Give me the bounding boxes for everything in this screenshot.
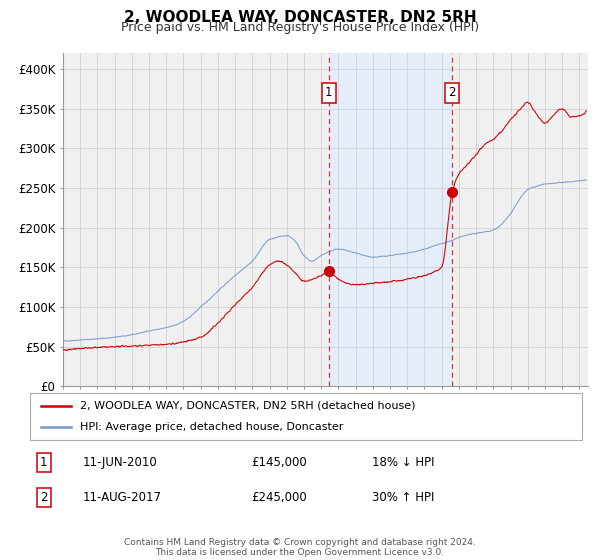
Text: 1: 1 [325,86,332,99]
Text: 30% ↑ HPI: 30% ↑ HPI [372,491,434,504]
Text: Price paid vs. HM Land Registry's House Price Index (HPI): Price paid vs. HM Land Registry's House … [121,21,479,34]
Text: £145,000: £145,000 [251,456,307,469]
Text: 11-JUN-2010: 11-JUN-2010 [82,456,157,469]
Text: 2, WOODLEA WAY, DONCASTER, DN2 5RH: 2, WOODLEA WAY, DONCASTER, DN2 5RH [124,10,476,25]
FancyBboxPatch shape [30,393,582,440]
Text: 11-AUG-2017: 11-AUG-2017 [82,491,161,504]
Text: 2: 2 [448,86,456,99]
Text: 18% ↓ HPI: 18% ↓ HPI [372,456,435,469]
Text: 1: 1 [40,456,47,469]
Text: £245,000: £245,000 [251,491,307,504]
Text: HPI: Average price, detached house, Doncaster: HPI: Average price, detached house, Donc… [80,422,343,432]
Bar [329,53,452,386]
Text: 2, WOODLEA WAY, DONCASTER, DN2 5RH (detached house): 2, WOODLEA WAY, DONCASTER, DN2 5RH (deta… [80,400,415,410]
Text: Contains HM Land Registry data © Crown copyright and database right 2024.
This d: Contains HM Land Registry data © Crown c… [124,538,476,557]
Text: 2: 2 [40,491,47,504]
